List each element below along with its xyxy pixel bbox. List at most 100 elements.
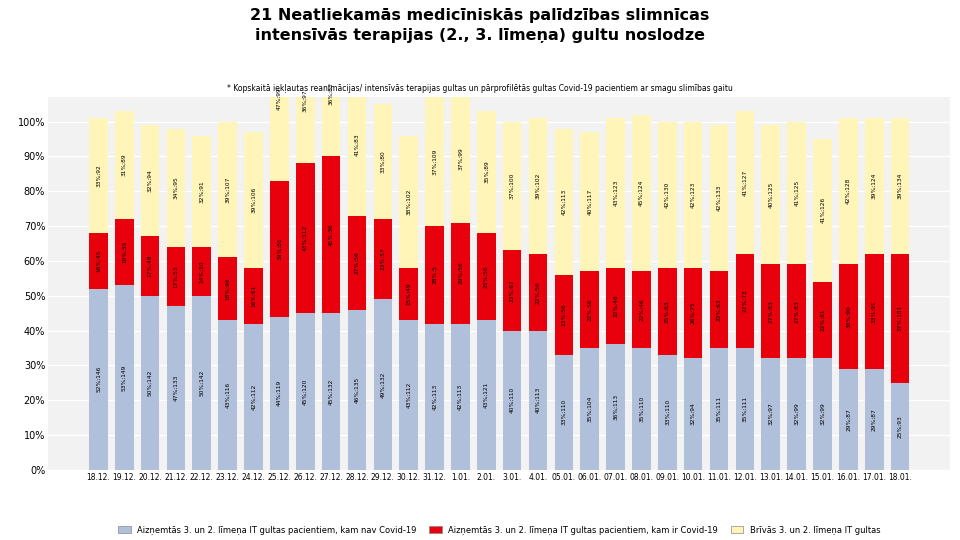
Text: 43%;116: 43%;116 (226, 382, 230, 408)
Bar (399, 320, 418, 470)
Text: 25%;56: 25%;56 (484, 265, 489, 288)
Text: 31%;89: 31%;89 (122, 154, 127, 177)
Text: 42%;133: 42%;133 (716, 185, 722, 211)
Text: 43%;123: 43%;123 (613, 180, 618, 206)
Bar (787, 122, 806, 265)
Bar (296, 38, 315, 164)
Text: 39%;102: 39%;102 (536, 173, 540, 199)
Bar (270, 316, 289, 470)
Bar (89, 118, 108, 233)
Text: 42%;128: 42%;128 (846, 178, 851, 205)
Bar (761, 125, 780, 265)
Bar (425, 226, 444, 323)
Bar (503, 251, 521, 330)
Bar (348, 215, 367, 309)
Bar (192, 136, 211, 247)
Text: 22%;56: 22%;56 (536, 281, 540, 303)
Text: 49%;132: 49%;132 (380, 372, 385, 397)
Text: 22%;61: 22%;61 (820, 309, 825, 332)
Text: 53%;149: 53%;149 (122, 364, 127, 391)
Bar (555, 355, 573, 470)
Text: 40%;117: 40%;117 (588, 188, 592, 215)
Text: 33%;91: 33%;91 (872, 300, 876, 323)
Bar (141, 237, 159, 296)
Text: 42%;130: 42%;130 (665, 181, 670, 208)
Bar (891, 254, 909, 383)
Text: 43%;112: 43%;112 (302, 225, 308, 251)
Bar (167, 247, 185, 306)
Bar (425, 97, 444, 226)
Bar (115, 111, 133, 219)
Text: 22%;63: 22%;63 (716, 298, 722, 321)
Bar (503, 330, 521, 470)
Text: 16%;45: 16%;45 (96, 249, 101, 272)
Bar (865, 369, 883, 470)
Bar (322, 157, 341, 313)
Bar (477, 320, 495, 470)
Legend: Aizņemtās 3. un 2. līmeņa IT gultas pacientiem, kam nav Covid-19, Aizņemtās 3. u: Aizņemtās 3. un 2. līmeņa IT gultas paci… (115, 523, 883, 538)
Text: * Kopskaitā iekļautas reanimācijas/ intensīvās terapijas gultas un pārprofilētās: * Kopskaitā iekļautas reanimācijas/ inte… (228, 84, 732, 93)
Bar (167, 129, 185, 247)
Text: 30%;90: 30%;90 (846, 305, 851, 328)
Text: 42%;113: 42%;113 (458, 383, 463, 410)
Bar (761, 265, 780, 359)
Bar (218, 258, 237, 320)
Text: 35%;110: 35%;110 (639, 396, 644, 422)
Bar (607, 268, 625, 345)
Text: 27%;83: 27%;83 (768, 300, 773, 323)
Text: 19%;55: 19%;55 (122, 241, 127, 264)
Text: 33%;80: 33%;80 (380, 150, 385, 173)
Bar (839, 118, 857, 265)
Bar (735, 111, 755, 254)
Bar (115, 285, 133, 470)
Bar (865, 254, 883, 369)
Text: 17%;53: 17%;53 (174, 265, 179, 288)
Bar (891, 383, 909, 470)
Bar (167, 306, 185, 470)
Text: 46%;135: 46%;135 (354, 376, 359, 403)
Text: 38%;102: 38%;102 (406, 188, 411, 215)
Text: 43%;112: 43%;112 (406, 382, 411, 408)
Text: 45%;124: 45%;124 (639, 180, 644, 206)
Bar (477, 233, 495, 320)
Text: 35%;104: 35%;104 (588, 396, 592, 422)
Text: 35%;111: 35%;111 (716, 396, 722, 422)
Bar (607, 118, 625, 268)
Text: 29%;56: 29%;56 (458, 262, 463, 285)
Text: 37%;99: 37%;99 (458, 147, 463, 170)
Text: 41%;83: 41%;83 (354, 133, 359, 156)
Bar (218, 320, 237, 470)
Bar (658, 122, 677, 268)
Bar (89, 289, 108, 470)
Bar (399, 136, 418, 268)
Bar (787, 265, 806, 359)
Text: 23%;56: 23%;56 (562, 303, 566, 326)
Bar (451, 94, 469, 222)
Text: 35%;111: 35%;111 (742, 396, 748, 422)
Text: 43%;121: 43%;121 (484, 382, 489, 408)
Bar (891, 118, 909, 254)
Bar (632, 348, 651, 470)
Bar (761, 359, 780, 470)
Bar (813, 139, 831, 282)
Text: 42%;113: 42%;113 (562, 188, 566, 215)
Text: 37%;101: 37%;101 (898, 305, 902, 332)
Text: 40%;113: 40%;113 (536, 387, 540, 413)
Text: 50%;142: 50%;142 (148, 369, 153, 396)
Bar (632, 114, 651, 271)
Text: 39%;124: 39%;124 (872, 173, 876, 199)
Text: 45%;36: 45%;36 (328, 224, 333, 246)
Text: 35%;89: 35%;89 (484, 161, 489, 184)
Text: 27%;73: 27%;73 (742, 289, 748, 312)
Text: 41%;127: 41%;127 (742, 170, 748, 195)
Text: 23%;57: 23%;57 (380, 248, 385, 271)
Text: 29%;87: 29%;87 (846, 408, 851, 431)
Text: 22%;56: 22%;56 (588, 298, 592, 321)
Bar (192, 296, 211, 470)
Bar (529, 254, 547, 330)
Bar (348, 73, 367, 215)
Text: 34%;95: 34%;95 (174, 177, 179, 199)
Bar (451, 222, 469, 323)
Bar (89, 233, 108, 289)
Bar (813, 282, 831, 359)
